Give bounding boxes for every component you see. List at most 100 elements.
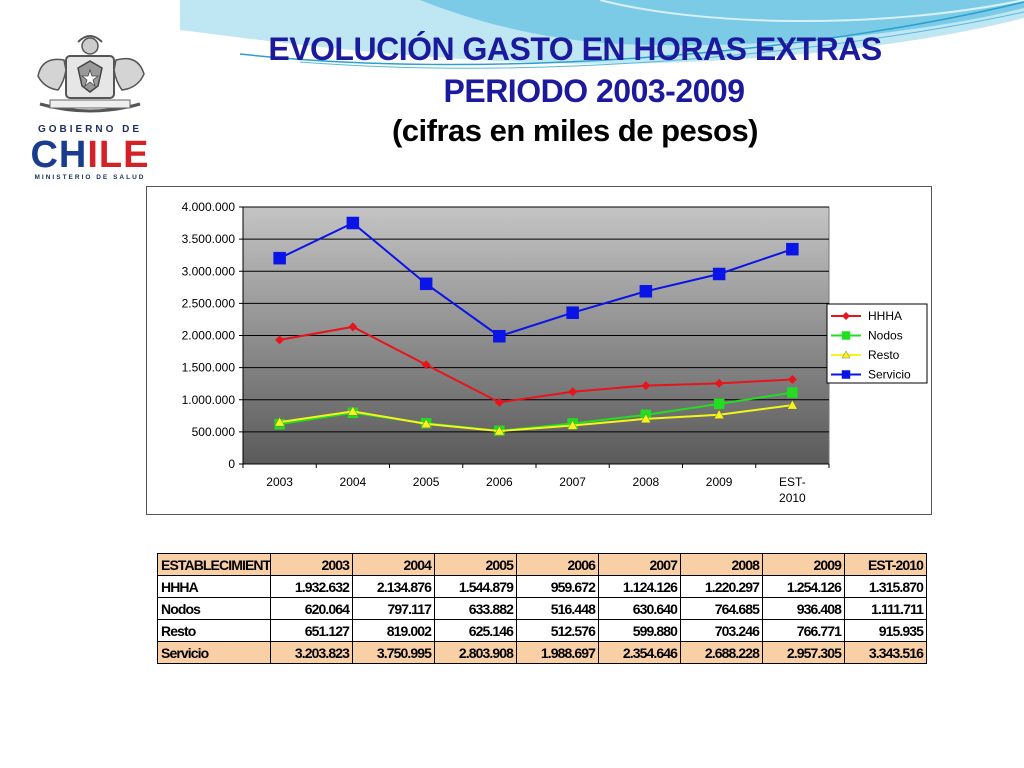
value-cell: 599.880	[598, 619, 681, 642]
data-point	[347, 405, 359, 416]
data-point	[713, 409, 725, 419]
value-cell: 1.932.632	[270, 575, 353, 598]
slide-title: EVOLUCIÓN GASTO EN HORAS EXTRAS PERIODO …	[190, 28, 960, 152]
value-cell: 3.343.516	[844, 641, 927, 664]
value-cell: 936.408	[762, 597, 845, 620]
data-point	[641, 381, 651, 391]
row-label-cell: ESTABLECIMIENTO	[157, 553, 271, 576]
table-row: HHHA 1.932.632 2.134.876 1.544.879 959.672 1.…	[157, 575, 927, 598]
value-cell: EST-2010	[844, 553, 927, 576]
data-point	[786, 242, 799, 256]
value-cell: 959.672	[516, 575, 599, 598]
value-cell: 625.146	[434, 619, 517, 642]
data-point	[567, 420, 578, 430]
data-point	[713, 398, 725, 410]
y-tick-label: 2.500.000	[182, 296, 236, 310]
data-point	[419, 277, 433, 291]
x-tick-label: 2003	[266, 475, 293, 489]
value-cell: 2006	[516, 553, 599, 576]
y-tick-label: 3.500.000	[182, 232, 236, 246]
line-chart: 0 500.000 1.000.000 1.500.000 2.000.000 2.500…	[182, 200, 928, 505]
data-point	[566, 306, 579, 319]
data-point	[787, 374, 797, 384]
value-cell: 1.315.870	[844, 575, 927, 598]
value-cell: 651.127	[270, 619, 353, 642]
data-point	[841, 331, 851, 340]
value-cell: 2007	[598, 553, 681, 576]
y-tick-label: 2.000.000	[182, 329, 236, 343]
row-label-cell: Resto	[157, 619, 271, 642]
value-cell: 703.246	[680, 619, 763, 642]
data-point	[841, 370, 851, 379]
title-line-1: EVOLUCIÓN GASTO EN HORAS EXTRAS	[268, 31, 882, 67]
logo-chile-part1: CH	[30, 134, 88, 176]
data-point	[274, 416, 285, 427]
x-tick-label: 2006	[486, 475, 513, 489]
value-cell: 1.124.126	[598, 575, 681, 598]
legend-label: Resto	[868, 348, 900, 362]
value-cell: 2.354.646	[598, 641, 681, 664]
title-line-3: (cifras en miles de pesos)	[391, 113, 759, 148]
data-point	[787, 399, 798, 410]
title-line-2: PERIODO 2003-2009	[443, 73, 746, 109]
data-point	[421, 360, 431, 370]
data-point	[494, 397, 504, 407]
x-tick-label: 2008	[633, 475, 660, 489]
value-cell: 2.688.228	[680, 641, 763, 664]
value-cell: 2.134.876	[352, 575, 435, 598]
value-cell: 516.448	[516, 597, 599, 620]
data-point	[420, 418, 432, 429]
data-point	[842, 312, 850, 320]
data-point	[841, 350, 851, 359]
x-tick-label: EST-	[779, 475, 806, 489]
value-cell: 633.882	[434, 597, 517, 620]
data-point	[275, 335, 285, 345]
y-tick-label: 3.000.000	[182, 264, 236, 278]
y-tick-label: 1.000.000	[182, 393, 236, 407]
series-line-resto	[279, 404, 793, 433]
y-tick-label: 0	[228, 457, 235, 471]
data-point	[348, 322, 358, 332]
value-cell: 1.254.126	[762, 575, 845, 598]
value-cell: 620.064	[270, 597, 353, 620]
row-label-cell: Servicio	[157, 641, 271, 664]
gobierno-de-chile-logo: GOBIERNO DE CHILE MINISTERIO DE SALUD	[20, 28, 160, 188]
legend-label: HHHA	[868, 309, 902, 323]
x-tick-label: 2004	[340, 475, 367, 489]
value-cell: 2008	[680, 553, 763, 576]
value-cell: 2003	[270, 553, 353, 576]
x-tick-label: 2007	[559, 475, 586, 489]
data-point	[346, 216, 360, 230]
table-row: Resto 651.127 819.002 625.146 512.576 599.880…	[157, 619, 927, 642]
value-cell: 2009	[762, 553, 845, 576]
x-tick-label: 2010	[779, 491, 806, 505]
value-cell: 819.002	[352, 619, 435, 642]
value-cell: 2005	[434, 553, 517, 576]
value-cell: 512.576	[516, 619, 599, 642]
y-tick-label: 500.000	[192, 425, 236, 439]
data-point	[493, 329, 506, 343]
table-header-row: ESTABLECIMIENTO 2003 2004 2005 2006 2007 2008 2…	[157, 553, 927, 576]
series-line-servicio	[279, 221, 793, 338]
value-cell: 2.803.908	[434, 641, 517, 664]
value-cell: 3.203.823	[270, 641, 353, 664]
row-label-cell: Nodos	[157, 597, 271, 620]
logo-chile-part2: ILE	[87, 134, 150, 176]
value-cell: 1.988.697	[516, 641, 599, 664]
data-point	[712, 267, 726, 281]
value-cell: 797.117	[352, 597, 435, 620]
row-label-cell: HHHA	[157, 575, 271, 598]
value-cell: 630.640	[598, 597, 681, 620]
chart-frame: 0 500.000 1.000.000 1.500.000 2.000.000 2.500…	[146, 186, 932, 515]
legend-label: Servicio	[868, 368, 911, 382]
value-cell: 3.750.995	[352, 641, 435, 664]
data-table: ESTABLECIMIENTO 2003 2004 2005 2006 2007 2008 2…	[157, 553, 927, 664]
x-tick-label: 2005	[413, 475, 440, 489]
data-point	[639, 285, 653, 298]
logo-gobierno-de-text: GOBIERNO DE	[37, 124, 143, 135]
table-row: Nodos 620.064 797.117 633.882 516.448 630.640…	[157, 597, 927, 620]
data-point	[273, 251, 286, 265]
logo-ministerio-text: MINISTERIO DE SALUD	[34, 174, 146, 181]
y-tick-label: 4.000.000	[182, 200, 236, 214]
data-point	[568, 387, 578, 397]
